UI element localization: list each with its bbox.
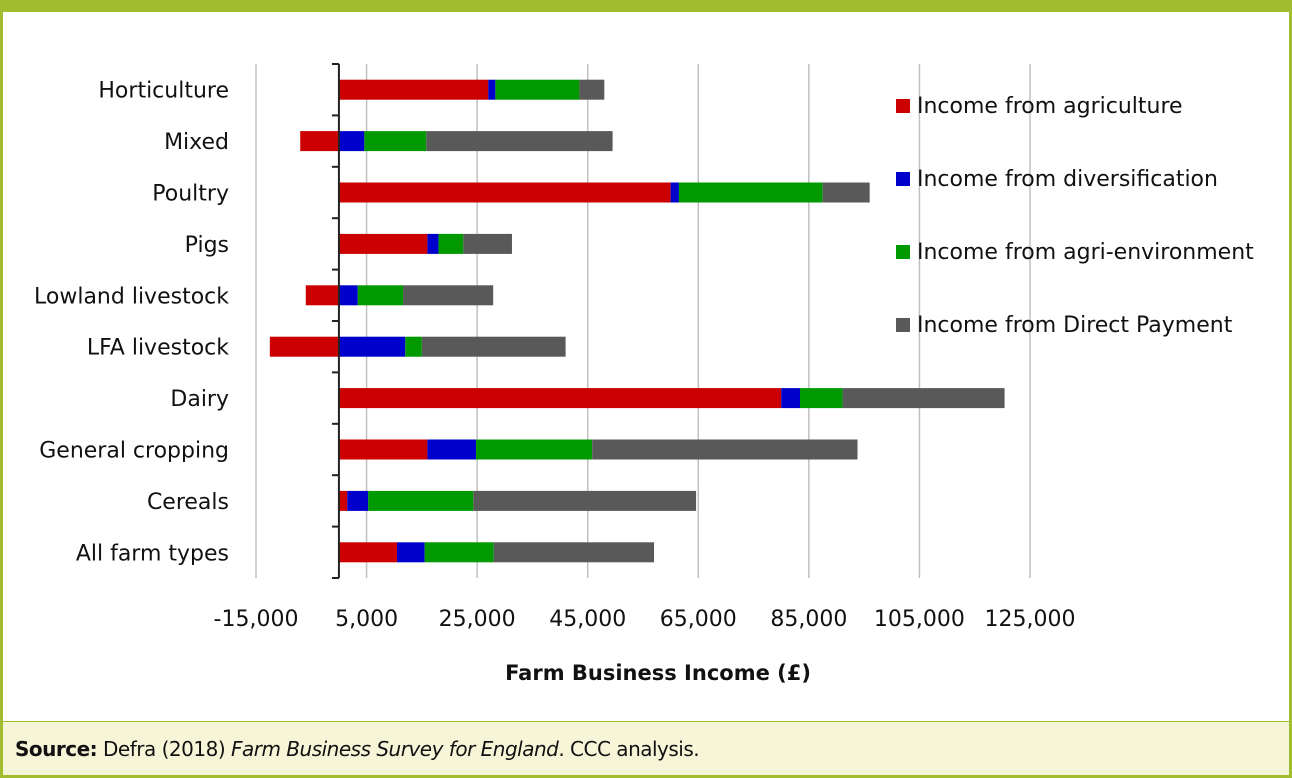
bar-lfa-livestock-series-2 bbox=[405, 336, 422, 357]
bar-all-farm-types-series-3 bbox=[493, 542, 655, 563]
category-label: Cereals bbox=[147, 490, 229, 515]
bar-dairy-series-0 bbox=[338, 388, 782, 409]
category-axis bbox=[331, 63, 340, 579]
x-tick-label: 45,000 bbox=[549, 607, 626, 632]
x-tick-label: 105,000 bbox=[874, 607, 965, 632]
bar-general-cropping-series-1 bbox=[427, 439, 477, 460]
source-note: Source: Defra (2018) Farm Business Surve… bbox=[15, 737, 700, 761]
category-label: Horticulture bbox=[98, 79, 229, 104]
category-label: All farm types bbox=[76, 541, 229, 566]
bar-lowland-livestock-series-0 bbox=[305, 285, 339, 306]
bar-horticulture-series-1 bbox=[488, 79, 496, 100]
bar-pigs-series-2 bbox=[438, 233, 464, 254]
bars bbox=[269, 79, 1005, 563]
legend-swatch bbox=[896, 318, 910, 332]
category-label: Pigs bbox=[185, 233, 229, 258]
bar-pigs-series-1 bbox=[427, 233, 439, 254]
bar-poultry-series-0 bbox=[338, 182, 671, 203]
category-label: Lowland livestock bbox=[34, 284, 229, 309]
source-citation: Defra (2018) bbox=[103, 737, 226, 761]
source-footer: Source: Defra (2018) Farm Business Surve… bbox=[3, 721, 1289, 775]
bar-mixed-series-2 bbox=[364, 131, 427, 152]
bar-horticulture-series-3 bbox=[579, 79, 605, 100]
category-label: Poultry bbox=[152, 182, 229, 207]
legend-label: Income from agriculture bbox=[917, 94, 1183, 119]
category-label: Dairy bbox=[170, 387, 229, 412]
bar-cereals-series-1 bbox=[347, 490, 369, 511]
x-tick-label: 125,000 bbox=[985, 607, 1076, 632]
source-title: Farm Business Survey for England bbox=[230, 737, 559, 761]
bar-dairy-series-1 bbox=[781, 388, 801, 409]
x-tick-label: -15,000 bbox=[214, 607, 299, 632]
x-axis-title: Farm Business Income (£) bbox=[505, 661, 811, 685]
x-tick-label: 5,000 bbox=[335, 607, 398, 632]
category-label: LFA livestock bbox=[87, 336, 229, 361]
legend-swatch bbox=[896, 99, 910, 113]
bar-lowland-livestock-series-2 bbox=[357, 285, 404, 306]
bar-all-farm-types-series-2 bbox=[424, 542, 494, 563]
x-tick-label: 85,000 bbox=[770, 607, 847, 632]
bar-general-cropping-series-2 bbox=[476, 439, 593, 460]
x-tick-labels: -15,000 5,000 25,000 45,000 65,000 85,000 105,… bbox=[214, 607, 1076, 632]
bar-lfa-livestock-series-3 bbox=[421, 336, 566, 357]
bar-mixed-series-3 bbox=[426, 131, 613, 152]
bar-mixed-series-0 bbox=[300, 131, 339, 152]
bar-cereals-series-3 bbox=[473, 490, 697, 511]
top-accent-bar bbox=[0, 0, 1292, 12]
x-tick-label: 65,000 bbox=[660, 607, 737, 632]
bar-cereals-series-0 bbox=[338, 490, 348, 511]
legend-label: Income from agri-environment bbox=[917, 240, 1254, 265]
bar-all-farm-types-series-0 bbox=[338, 542, 397, 563]
legend: Income from agriculture Income from diver… bbox=[896, 94, 1254, 338]
category-labels: Horticulture Mixed Poultry Pigs Lowland live… bbox=[34, 79, 229, 567]
bar-general-cropping-series-0 bbox=[338, 439, 428, 460]
bar-dairy-series-2 bbox=[800, 388, 843, 409]
bar-general-cropping-series-3 bbox=[592, 439, 858, 460]
bar-pigs-series-0 bbox=[338, 233, 428, 254]
bar-dairy-series-3 bbox=[842, 388, 1005, 409]
bar-pigs-series-3 bbox=[463, 233, 512, 254]
bar-horticulture-series-2 bbox=[495, 79, 580, 100]
bar-lowland-livestock-series-1 bbox=[338, 285, 358, 306]
legend-swatch bbox=[896, 172, 910, 186]
source-label: Source: bbox=[15, 737, 98, 761]
category-label: Mixed bbox=[164, 130, 229, 155]
bar-lowland-livestock-series-3 bbox=[403, 285, 494, 306]
bar-horticulture-series-0 bbox=[338, 79, 489, 100]
source-suffix: . CCC analysis. bbox=[558, 737, 700, 761]
stacked-bar-chart: Horticulture Mixed Poultry Pigs Lowland live… bbox=[34, 63, 1254, 685]
bar-lfa-livestock-series-1 bbox=[338, 336, 406, 357]
bar-lfa-livestock-series-0 bbox=[269, 336, 339, 357]
bar-all-farm-types-series-1 bbox=[396, 542, 425, 563]
legend-label: Income from Direct Payment bbox=[917, 313, 1233, 338]
legend-label: Income from diversification bbox=[917, 167, 1218, 192]
x-tick-label: 25,000 bbox=[439, 607, 516, 632]
bar-cereals-series-2 bbox=[368, 490, 474, 511]
bar-mixed-series-1 bbox=[338, 131, 365, 152]
bar-poultry-series-3 bbox=[822, 182, 870, 203]
bar-poultry-series-1 bbox=[670, 182, 679, 203]
legend-swatch bbox=[896, 245, 910, 259]
category-label: General cropping bbox=[39, 439, 229, 464]
bar-poultry-series-2 bbox=[678, 182, 823, 203]
